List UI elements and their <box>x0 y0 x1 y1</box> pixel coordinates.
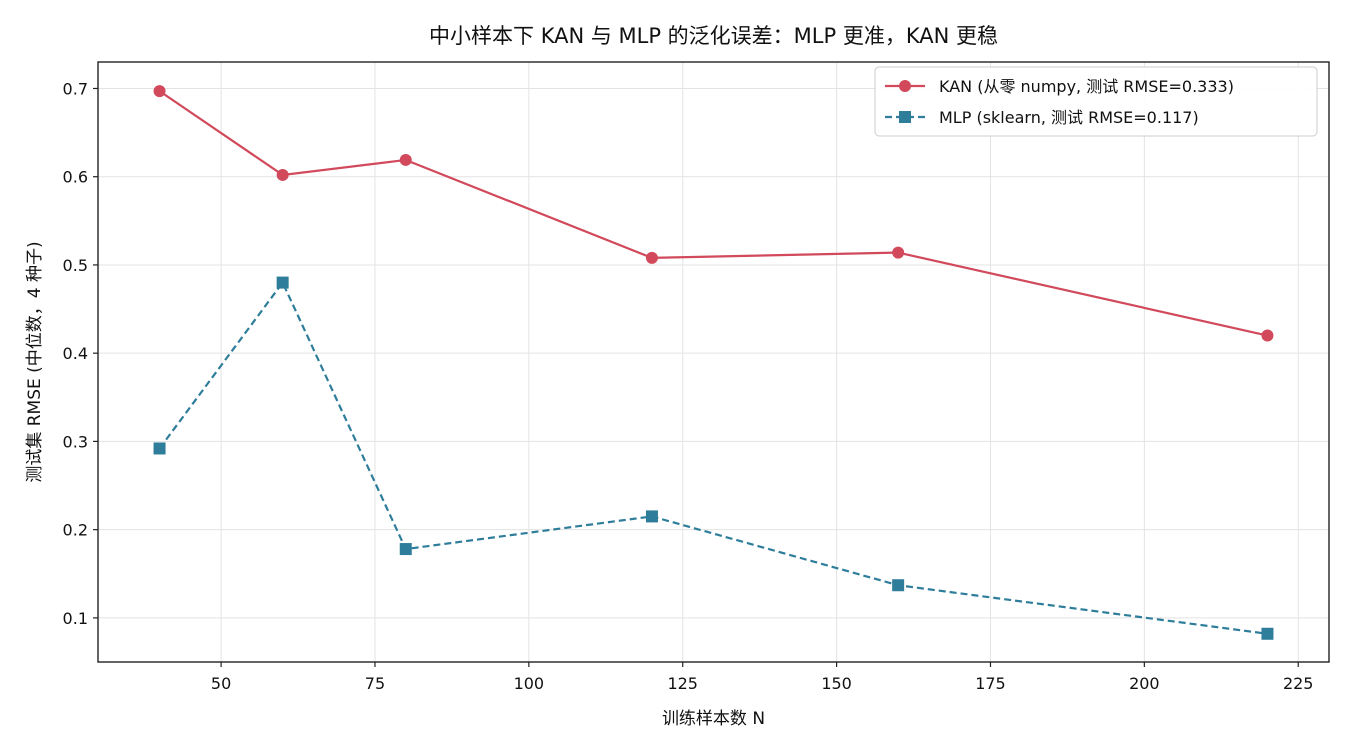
series-line-kan <box>158 90 1268 337</box>
data-point-mlp <box>276 276 289 289</box>
series-layer <box>153 85 1274 640</box>
x-tick-label: 125 <box>667 674 698 693</box>
y-tick-label: 0.2 <box>63 521 88 540</box>
x-tick-label: 150 <box>821 674 852 693</box>
legend-marker-square <box>899 111 911 123</box>
data-point-kan <box>645 251 658 264</box>
data-point-mlp <box>153 442 166 455</box>
data-point-mlp <box>399 543 412 556</box>
grid <box>98 62 1329 662</box>
x-tick-label: 175 <box>975 674 1006 693</box>
y-tick-label: 0.6 <box>63 168 88 187</box>
x-axis-label: 训练样本数 N <box>662 709 765 729</box>
data-point-mlp <box>645 510 658 523</box>
data-point-kan <box>399 153 412 166</box>
x-tick-label: 75 <box>365 674 385 693</box>
series-line-mlp <box>158 280 1268 635</box>
legend-box <box>874 66 1318 137</box>
legend-marker-circle <box>899 80 911 92</box>
legend-label: KAN (从零 numpy, 测试 RMSE=0.333) <box>939 77 1234 96</box>
axis-ticks: 50 75 100 125 150 175 200 225 0.1 0.2 0.3 0.4 0.5 0.6… <box>63 79 1314 693</box>
data-point-kan <box>892 246 905 259</box>
x-tick-label: 200 <box>1129 674 1160 693</box>
y-axis-label: 测试集 RMSE (中位数，4 种子) <box>25 241 45 482</box>
data-point-mlp <box>1261 627 1274 640</box>
data-point-kan <box>276 168 289 181</box>
plot-area-frame <box>97 61 1330 663</box>
y-tick-label: 0.7 <box>63 79 88 98</box>
x-tick-label: 100 <box>514 674 545 693</box>
x-tick-label: 50 <box>211 674 231 693</box>
data-point-kan <box>153 85 166 98</box>
y-tick-label: 0.5 <box>63 256 88 275</box>
chart-title: 中小样本下 KAN 与 MLP 的泛化误差：MLP 更准，KAN 更稳 <box>429 24 998 48</box>
y-tick-label: 0.3 <box>63 432 88 451</box>
y-tick-label: 0.4 <box>63 344 88 363</box>
x-tick-label: 225 <box>1283 674 1314 693</box>
data-point-mlp <box>892 579 905 592</box>
y-tick-label: 0.1 <box>63 609 88 628</box>
data-point-kan <box>1261 329 1274 342</box>
legend: KAN (从零 numpy, 测试 RMSE=0.333) MLP (sklear… <box>874 66 1318 137</box>
legend-label: MLP (sklearn, 测试 RMSE=0.117) <box>939 108 1199 127</box>
